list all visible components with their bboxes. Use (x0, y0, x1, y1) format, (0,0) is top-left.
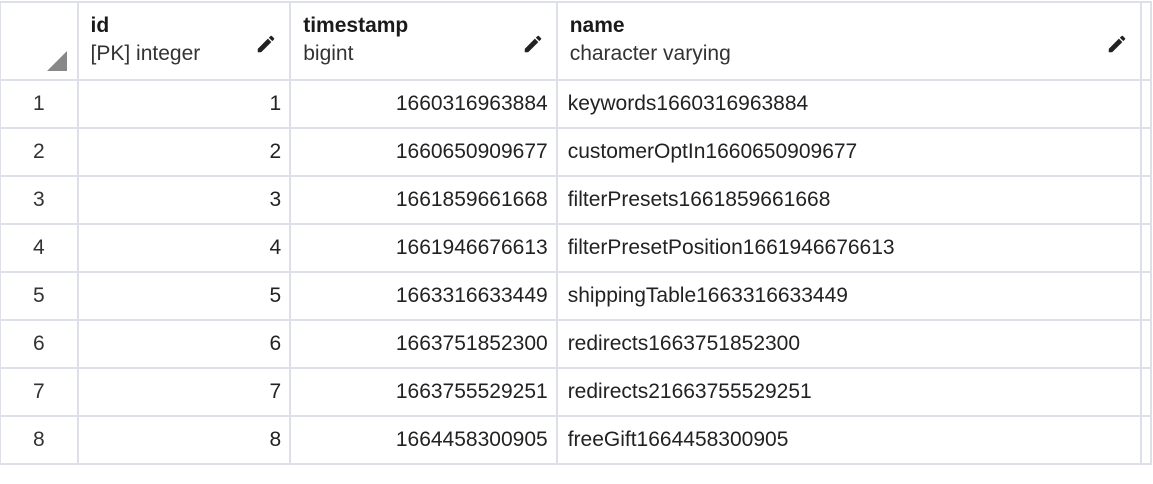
cell-id[interactable]: 1 (76, 79, 292, 129)
cell-timestamp[interactable]: 1663316633449 (289, 271, 558, 321)
column-name: name (569, 14, 625, 37)
table-row[interactable]: 8 8 1664458300905 freeGift1664458300905 (0, 415, 1152, 465)
header-row: id [PK] integer timestamp bigint name ch… (0, 1, 1152, 81)
cell-timestamp[interactable]: 1660316963884 (289, 79, 558, 129)
table-row[interactable]: 6 6 1663751852300 redirects1663751852300 (0, 319, 1152, 369)
cell-timestamp[interactable]: 1661859661668 (289, 175, 558, 225)
row-number[interactable]: 2 (0, 127, 79, 177)
table-row[interactable]: 3 3 1661859661668 filterPresets166185966166… (0, 175, 1152, 225)
row-number[interactable]: 1 (0, 79, 79, 129)
cell-timestamp[interactable]: 1663751852300 (289, 319, 558, 369)
table-row[interactable]: 1 1 1660316963884 keywords1660316963884 (0, 79, 1152, 129)
cell-name[interactable]: customerOptIn1660650909677 (555, 127, 1143, 177)
table-row[interactable]: 5 5 1663316633449 shippingTable166331663344… (0, 271, 1152, 321)
row-number[interactable]: 4 (0, 223, 79, 273)
column-name: timestamp (303, 14, 409, 37)
column-type: bigint (303, 42, 354, 65)
cell-id[interactable]: 2 (76, 127, 292, 177)
column-name: id (90, 14, 110, 37)
cell-id[interactable]: 5 (76, 271, 292, 321)
pencil-icon[interactable] (255, 33, 277, 55)
filler-cell (1140, 127, 1152, 177)
filler-cell (1140, 223, 1152, 273)
corner-triangle-icon (46, 51, 67, 71)
table-row[interactable]: 2 2 1660650909677 customerOptIn166065090967… (0, 127, 1152, 177)
cell-id[interactable]: 3 (76, 175, 292, 225)
row-number[interactable]: 5 (0, 271, 79, 321)
filler-cell (1140, 79, 1152, 129)
cell-name[interactable]: keywords1660316963884 (555, 79, 1143, 129)
cell-name[interactable]: shippingTable1663316633449 (555, 271, 1143, 321)
filler-cell (1140, 175, 1152, 225)
column-header-name[interactable]: name character varying (555, 1, 1143, 81)
cell-id[interactable]: 8 (76, 415, 292, 465)
cell-timestamp[interactable]: 1660650909677 (289, 127, 558, 177)
cell-timestamp[interactable]: 1664458300905 (289, 415, 558, 465)
row-number[interactable]: 7 (0, 367, 79, 417)
select-all-corner[interactable] (0, 1, 79, 81)
data-grid: id [PK] integer timestamp bigint name ch… (0, 1, 1152, 465)
cell-name[interactable]: filterPresetPosition1661946676613 (555, 223, 1143, 273)
row-number[interactable]: 8 (0, 415, 79, 465)
pencil-icon[interactable] (522, 33, 544, 55)
cell-name[interactable]: filterPresets1661859661668 (555, 175, 1143, 225)
column-header-timestamp[interactable]: timestamp bigint (289, 1, 558, 81)
cell-timestamp[interactable]: 1661946676613 (289, 223, 558, 273)
column-type: [PK] integer (90, 42, 201, 65)
filler-cell (1140, 271, 1152, 321)
cell-id[interactable]: 4 (76, 223, 292, 273)
table-row[interactable]: 4 4 1661946676613 filterPresetPosition16619… (0, 223, 1152, 273)
filler-column (1140, 1, 1152, 81)
filler-cell (1140, 367, 1152, 417)
cell-name[interactable]: redirects1663751852300 (555, 319, 1143, 369)
column-header-id[interactable]: id [PK] integer (76, 1, 292, 81)
row-number[interactable]: 3 (0, 175, 79, 225)
cell-name[interactable]: freeGift1664458300905 (555, 415, 1143, 465)
column-type: character varying (569, 42, 731, 65)
cell-name[interactable]: redirects21663755529251 (555, 367, 1143, 417)
pencil-icon[interactable] (1106, 33, 1128, 55)
filler-cell (1140, 319, 1152, 369)
table-row[interactable]: 7 7 1663755529251 redirects21663755529251 (0, 367, 1152, 417)
filler-cell (1140, 415, 1152, 465)
row-number[interactable]: 6 (0, 319, 79, 369)
cell-id[interactable]: 7 (76, 367, 292, 417)
cell-timestamp[interactable]: 1663755529251 (289, 367, 558, 417)
cell-id[interactable]: 6 (76, 319, 292, 369)
